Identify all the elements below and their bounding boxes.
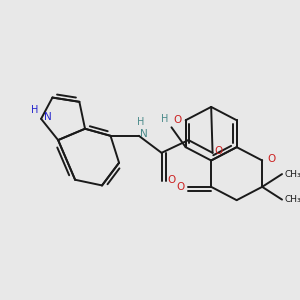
Text: CH₃: CH₃ <box>284 169 300 178</box>
Text: N: N <box>140 129 148 140</box>
Text: O: O <box>168 175 176 185</box>
Text: O: O <box>176 182 184 192</box>
Text: O: O <box>267 154 275 164</box>
Text: H: H <box>161 115 169 124</box>
Text: N: N <box>44 112 52 122</box>
Text: H: H <box>32 105 39 115</box>
Text: CH₃: CH₃ <box>284 195 300 204</box>
Text: O: O <box>174 115 182 125</box>
Text: H: H <box>136 117 144 127</box>
Text: O: O <box>214 146 222 156</box>
